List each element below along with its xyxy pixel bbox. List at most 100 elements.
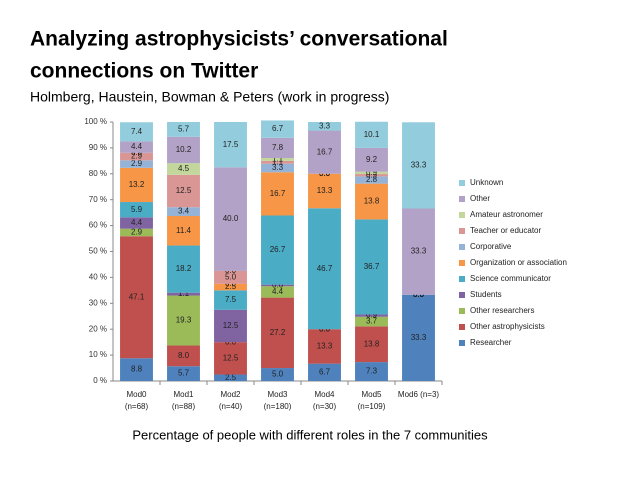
- value-label: 2.9: [131, 159, 143, 168]
- bar-segment: [261, 368, 294, 381]
- value-label: 3.4: [178, 207, 190, 216]
- bar-segment: [120, 217, 153, 229]
- y-tick-label: 40 %: [89, 273, 107, 282]
- value-label: 1.1: [272, 157, 284, 166]
- value-label: 46.7: [317, 264, 333, 273]
- bar-segment: [261, 172, 294, 216]
- value-label: 8.8: [131, 365, 143, 374]
- bar-segment: [261, 284, 294, 287]
- bar-segment: [214, 374, 247, 381]
- x-tick-label-line: Mod3: [267, 390, 288, 399]
- bar-segment: [167, 136, 200, 164]
- legend-swatch: [459, 244, 465, 250]
- x-tick-label: Mod0 (n=68): [125, 390, 149, 411]
- value-label: 13.3: [317, 342, 333, 351]
- value-label: 5.0: [225, 273, 237, 282]
- bar-segment: [355, 147, 388, 172]
- bar-segment: [167, 345, 200, 367]
- y-tick-label: 10 %: [89, 350, 107, 359]
- legend-swatch: [459, 324, 465, 330]
- y-tick-label: 90 %: [89, 143, 107, 152]
- x-tick-label: Mod1 (n=88): [172, 390, 196, 411]
- value-label: 4.4: [131, 218, 143, 227]
- bar-segment: [120, 202, 153, 218]
- value-label: 13.8: [364, 197, 380, 206]
- value-label: 2.9: [131, 152, 143, 161]
- value-label: 8.0: [178, 351, 190, 360]
- caption: Percentage of people with different role…: [132, 427, 488, 442]
- value-label: 1.1: [178, 289, 190, 298]
- x-tick-label-line: Mod0: [126, 390, 147, 399]
- subtitle: Holmberg, Haustein, Bowman & Peters (wor…: [30, 89, 389, 105]
- bar-segment: [167, 366, 200, 381]
- bar-segment: [355, 362, 388, 381]
- bar-segment: [355, 183, 388, 220]
- bar-segment: [120, 228, 153, 237]
- value-label: 4.5: [178, 164, 190, 173]
- x-tick-label-line: Mod1: [173, 390, 194, 399]
- bar-segment: [308, 173, 341, 209]
- legend-label: Amateur astronomer: [470, 210, 543, 219]
- value-label: 3.3: [319, 121, 331, 130]
- value-label: 7.8: [272, 143, 284, 152]
- bar-segment: [261, 297, 294, 369]
- bar-segment: [167, 295, 200, 346]
- bar-segment: [120, 160, 153, 168]
- value-label: 5.9: [131, 205, 143, 214]
- value-label: 0.9: [366, 311, 378, 320]
- value-label: 2.5: [225, 282, 237, 291]
- chart-title: Analyzing astrophysicists’ conversationa…: [30, 28, 448, 51]
- y-tick-label: 60 %: [89, 221, 107, 230]
- legend-label: Other researchers: [470, 306, 534, 315]
- x-tick-label: Mod3 (n=180): [264, 390, 292, 411]
- bar-segment: [355, 121, 388, 148]
- value-label: 13.2: [129, 180, 145, 189]
- y-tick-label: 50 %: [89, 247, 107, 256]
- value-label: 2.8: [366, 175, 378, 184]
- value-label: 18.2: [176, 264, 192, 273]
- bar-segment: [214, 167, 247, 271]
- value-label: 40.0: [223, 214, 239, 223]
- value-label: 33.3: [411, 160, 427, 169]
- legend-swatch: [459, 276, 465, 282]
- x-tick-label-line: Mod5: [361, 390, 382, 399]
- x-tick-label-line: (n=180): [264, 402, 292, 411]
- x-tick-label-line: (n=88): [172, 402, 196, 411]
- bar-segment: [355, 176, 388, 184]
- bar-segment: [308, 122, 341, 131]
- bar-segment: [120, 122, 153, 142]
- bar-segment: [120, 236, 153, 359]
- legend-label: Unknown: [470, 178, 503, 187]
- legend-label: Teacher or educator: [470, 226, 541, 235]
- x-tick-label-line: (n=68): [125, 402, 149, 411]
- value-label: 10.1: [364, 130, 380, 139]
- x-tick-label-line: (n=40): [219, 402, 243, 411]
- legend-swatch: [459, 340, 465, 346]
- value-label: 6.7: [319, 367, 331, 376]
- value-label: 4.4: [272, 287, 284, 296]
- bar-segment: [261, 160, 294, 164]
- value-label: 36.7: [364, 262, 380, 271]
- bar-segment: [167, 174, 200, 208]
- value-label: 16.7: [317, 147, 333, 156]
- y-tick-label: 70 %: [89, 195, 107, 204]
- bar-segment: [167, 245, 200, 293]
- bar-segment: [261, 158, 294, 161]
- legend-swatch: [459, 180, 465, 186]
- bar-segment: [120, 141, 153, 153]
- value-label: 2.9: [131, 228, 143, 237]
- value-label: 5.0: [272, 370, 284, 379]
- value-label: 19.3: [176, 316, 192, 325]
- x-tick-label: Mod2 (n=40): [219, 390, 243, 411]
- value-label: 16.7: [270, 189, 286, 198]
- bar-segment: [355, 316, 388, 327]
- value-label: 12.5: [176, 186, 192, 195]
- bar-segment: [167, 122, 200, 137]
- value-label: 0.9: [366, 168, 378, 177]
- value-label: 0.9: [366, 170, 378, 179]
- value-label: 2.5: [225, 373, 237, 382]
- value-label: 12.5: [223, 321, 239, 330]
- legend-label: Other: [470, 194, 490, 203]
- bar-segment: [355, 219, 388, 315]
- x-tick-label-line: (n=109): [358, 402, 386, 411]
